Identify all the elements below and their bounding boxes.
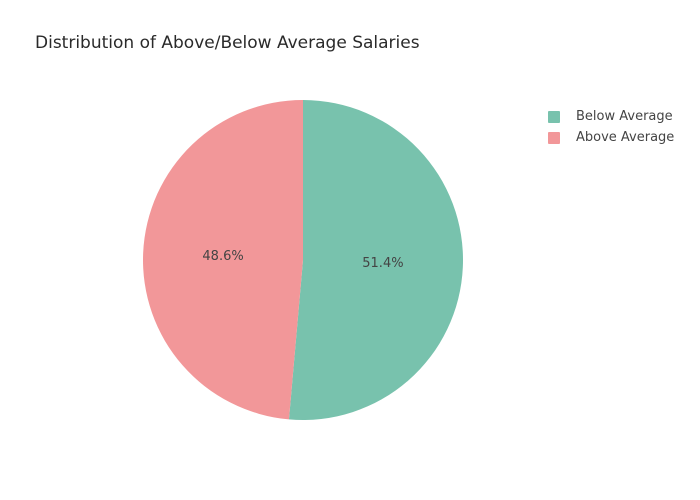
- legend-item-above-average[interactable]: Above Average: [548, 127, 674, 148]
- pie-slices: [142, 100, 463, 420]
- chart-title: Distribution of Above/Below Average Sala…: [35, 33, 420, 53]
- pie-slice-above-average[interactable]: [142, 100, 303, 420]
- legend-item-below-average[interactable]: Below Average: [548, 106, 674, 127]
- pie-slice-below-average[interactable]: [288, 100, 463, 420]
- legend-swatch-below-average: [548, 110, 560, 123]
- pie-slice-labels: 51.4% 48.6%: [202, 249, 403, 271]
- legend-label-above-average: Above Average: [576, 130, 675, 145]
- pie-label-above-average: 48.6%: [202, 249, 243, 264]
- pie-label-below-average: 51.4%: [362, 256, 403, 271]
- legend: Below Average Above Average: [548, 106, 674, 148]
- legend-swatch-above-average: [548, 131, 560, 144]
- legend-label-below-average: Below Average: [576, 109, 673, 124]
